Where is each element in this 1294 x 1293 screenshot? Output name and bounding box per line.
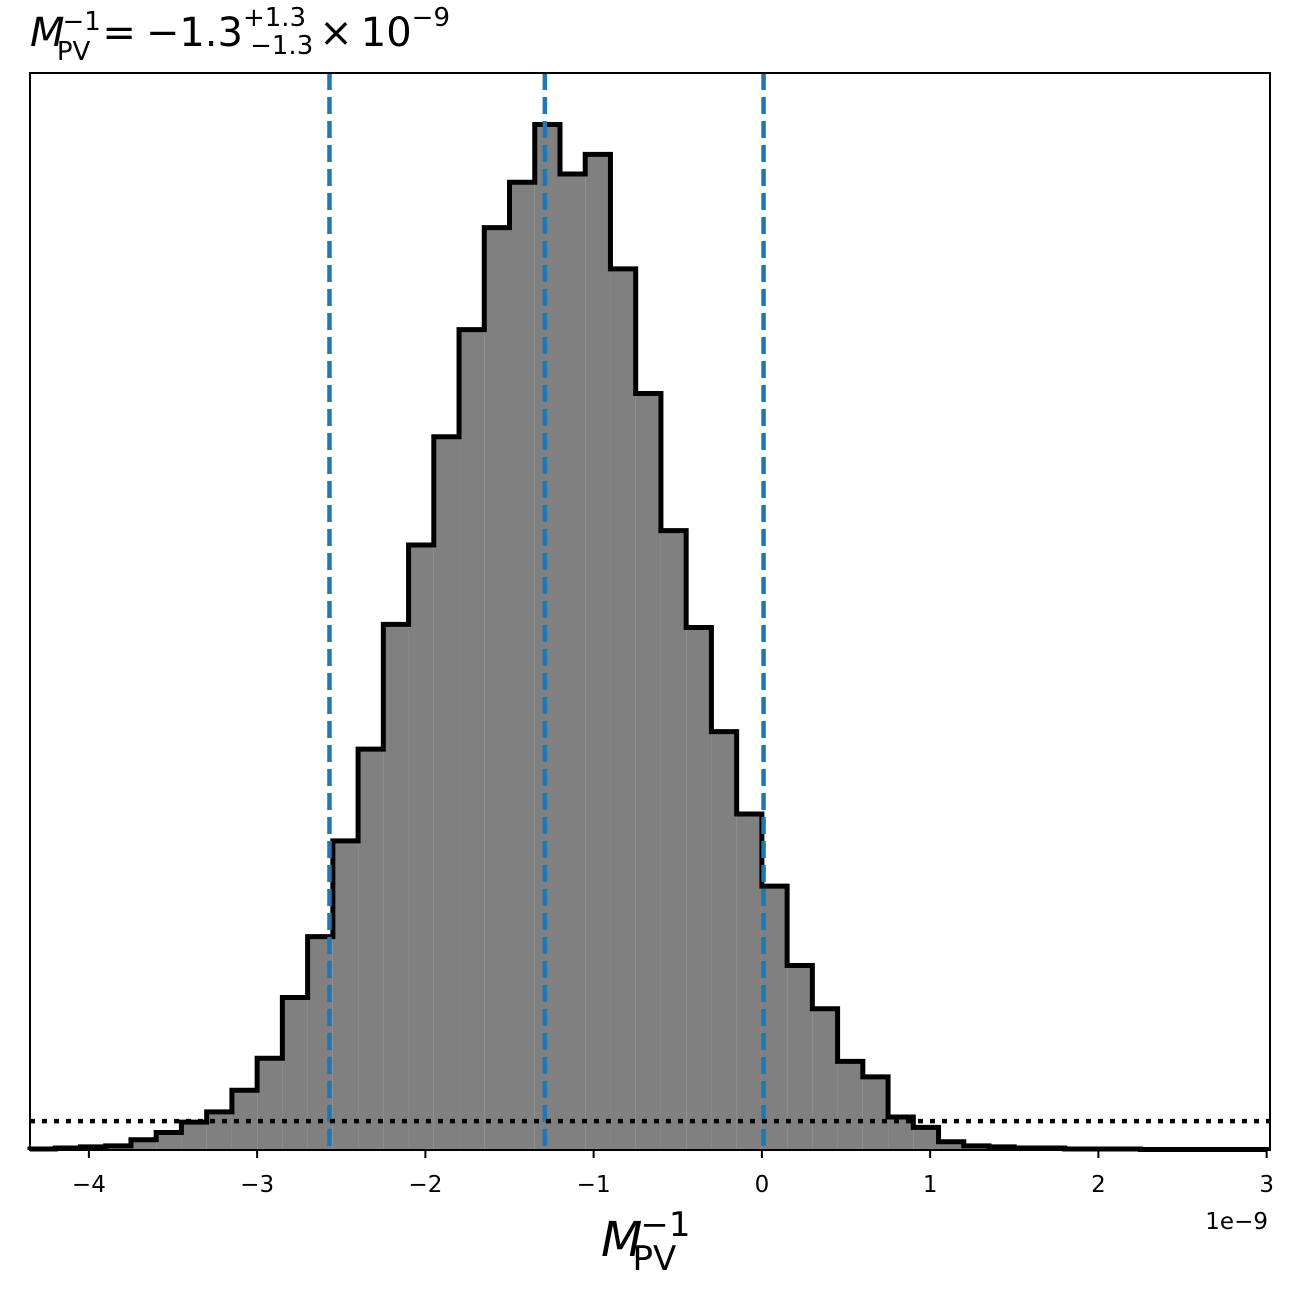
- histogram-bar: [913, 1127, 939, 1150]
- title-symbol: M: [30, 10, 65, 56]
- histogram-step-outline: [27, 122, 1270, 1152]
- histogram-outline: [27, 122, 1270, 1152]
- title-err-minus: −1.3: [250, 31, 313, 61]
- histogram-bar: [711, 731, 737, 1150]
- title-base: 10: [361, 10, 412, 56]
- x-tick-label: −3: [240, 1172, 274, 1198]
- x-axis-ticks: −4 −3 −2 −1 0 1 2 3: [72, 1150, 1274, 1198]
- title-symbol-sup: −1: [63, 7, 101, 37]
- title-exponent: −9: [412, 3, 450, 33]
- x-axis-label: M−1 PV: [601, 1205, 691, 1279]
- x-tick-label: 3: [1259, 1172, 1274, 1198]
- histogram-bar: [736, 814, 762, 1150]
- histogram-bar: [559, 174, 586, 1150]
- histogram-bar: [257, 1058, 283, 1150]
- title-equals: =: [102, 10, 136, 56]
- histogram-bar: [534, 124, 560, 1150]
- histogram-bar: [206, 1111, 232, 1150]
- histogram-bar: [610, 268, 636, 1150]
- title-times: ×: [319, 10, 353, 56]
- histogram-bar: [459, 329, 485, 1150]
- axes-frame: [29, 72, 1271, 1151]
- histogram-bar: [635, 393, 661, 1150]
- histogram-bar: [130, 1139, 157, 1150]
- xlabel-sup: −1: [640, 1205, 690, 1245]
- histogram-bar: [660, 530, 687, 1150]
- x-tick-label: 1: [923, 1172, 938, 1198]
- histogram-bar: [837, 1061, 863, 1150]
- quantile-lines: [327, 73, 766, 1150]
- chart-title: M−1 PV = −1.3+1.3 −1.3 × 10−9: [30, 3, 450, 67]
- histogram-bar: [585, 154, 611, 1151]
- histogram-bar: [408, 545, 434, 1150]
- histogram-bar: [862, 1076, 889, 1150]
- histogram-bar: [181, 1122, 207, 1150]
- histogram-bar: [509, 182, 535, 1151]
- x-tick-label: −1: [577, 1172, 611, 1198]
- histogram-bar: [358, 749, 384, 1150]
- x-tick-label: 2: [1091, 1172, 1106, 1198]
- histogram-bar: [156, 1132, 182, 1150]
- x-offset-label: 1e−9: [1205, 1209, 1268, 1235]
- histogram-bars: [30, 124, 1267, 1151]
- xlabel-symbol: M: [601, 1212, 642, 1268]
- x-tick-label: −4: [72, 1172, 106, 1198]
- xlabel-sub: PV: [633, 1239, 677, 1279]
- histogram-bar: [761, 886, 788, 1150]
- histogram-bar: [812, 1008, 838, 1150]
- histogram-bar: [383, 624, 409, 1150]
- histogram-bar: [686, 627, 712, 1150]
- histogram-bar: [282, 997, 308, 1150]
- x-tick-label: −2: [408, 1172, 442, 1198]
- title-symbol-sub: PV: [57, 37, 91, 67]
- histogram-bar: [332, 840, 359, 1150]
- histogram-bar: [484, 227, 510, 1150]
- x-tick-label: 0: [755, 1172, 770, 1198]
- title-err-plus: +1.3: [243, 3, 306, 33]
- title-value: −1.3: [146, 10, 243, 56]
- histogram-bar: [433, 436, 460, 1150]
- histogram-bar: [938, 1141, 964, 1150]
